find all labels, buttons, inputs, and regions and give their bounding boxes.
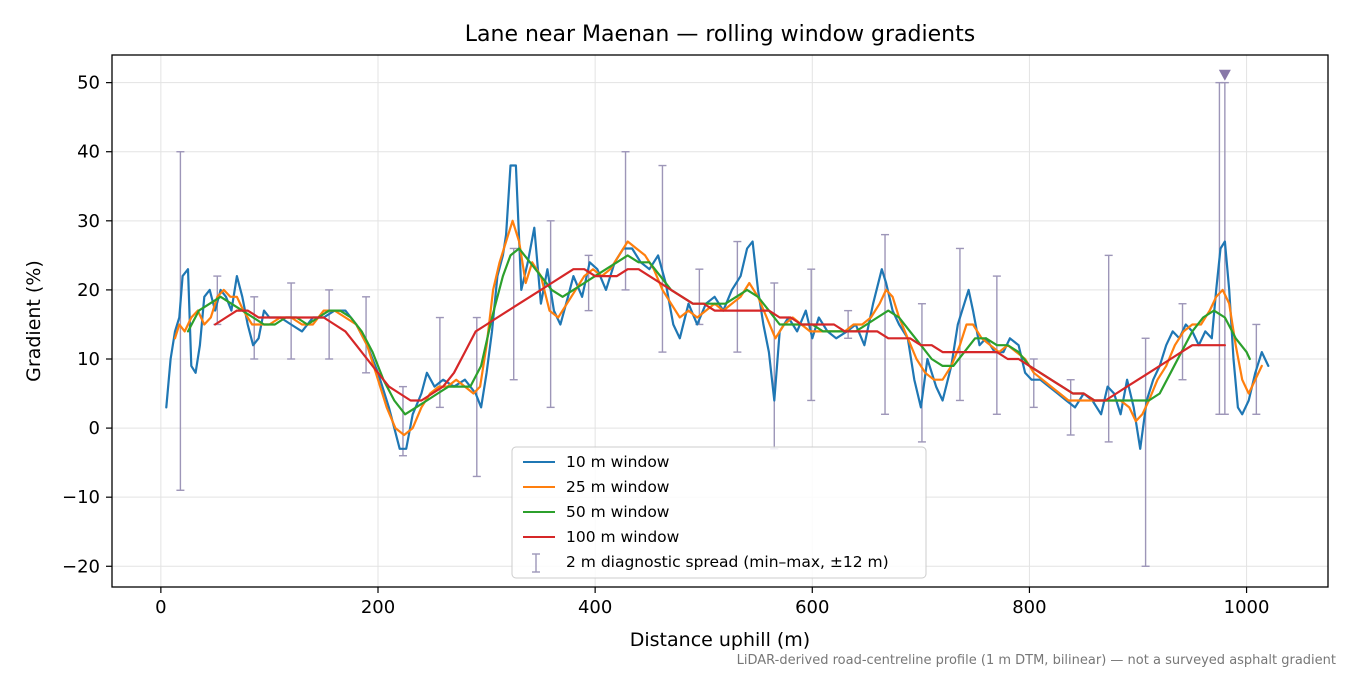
y-axis-title: Gradient (%): [23, 260, 45, 382]
y-tick-label: 30: [77, 211, 100, 232]
series-line-100-m-window: [214, 268, 1226, 402]
errorbar: [1066, 379, 1075, 436]
x-tick-label: 400: [578, 597, 612, 618]
errorbar: [658, 164, 667, 353]
x-axis-title: Distance uphill (m): [630, 629, 810, 651]
x-tick-label: 0: [155, 597, 166, 618]
y-tick-label: 40: [77, 142, 100, 163]
legend-label-100m: 100 m window: [566, 528, 680, 546]
y-tick-label: −20: [62, 556, 100, 577]
y-tick-label: −10: [62, 487, 100, 508]
errorbar: [955, 247, 964, 402]
legend: 10 m window 25 m window 50 m window 100 …: [511, 446, 927, 579]
errorbar: [250, 296, 259, 360]
x-tick-label: 200: [361, 597, 395, 618]
footnote: LiDAR-derived road-centreline profile (1…: [737, 653, 1336, 668]
chart-title: Lane near Maenan — rolling window gradie…: [465, 22, 975, 47]
errorbar: [1029, 358, 1038, 409]
errorbar: [325, 289, 334, 360]
x-tick-label: 800: [1012, 597, 1046, 618]
errorbar: [1104, 254, 1113, 443]
y-tick-label: 20: [77, 280, 100, 301]
series-lines: [165, 164, 1270, 450]
legend-label-50m: 50 m window: [566, 503, 670, 521]
errorbar: [176, 151, 185, 491]
errorbar: [509, 247, 518, 381]
legend-box: [511, 446, 927, 579]
errorbar: [362, 296, 371, 374]
errorbar: [546, 220, 555, 409]
y-tick-label: 50: [77, 73, 100, 94]
errorbar: [917, 303, 926, 443]
y-tick-label: 10: [77, 349, 100, 370]
legend-swatch-errorbar: [532, 553, 540, 573]
x-tick-label: 600: [795, 597, 829, 618]
legend-label-errorbar: 2 m diagnostic spread (min–max, ±12 m): [566, 553, 889, 571]
x-tick-label: 1000: [1224, 597, 1270, 618]
legend-label-10m: 10 m window: [566, 453, 670, 471]
legend-label-25m: 25 m window: [566, 478, 670, 496]
errorbar: [287, 282, 296, 360]
plot-frame: [111, 54, 1329, 588]
errorbar: [844, 309, 853, 339]
clipped-marker: [1218, 69, 1231, 81]
errorbar: [621, 151, 630, 291]
errorbar: [881, 233, 890, 415]
clipped-markers: [1218, 69, 1231, 81]
errorbar: [398, 385, 407, 457]
errorbar: [1141, 337, 1150, 567]
grid: [112, 55, 1328, 587]
errorbar: [1178, 303, 1187, 381]
y-tick-label: 0: [89, 418, 100, 439]
axis-ticks: 0 200 400 600 800 1000 −20 −10 0 10 20 30 40 50: [62, 73, 1269, 618]
